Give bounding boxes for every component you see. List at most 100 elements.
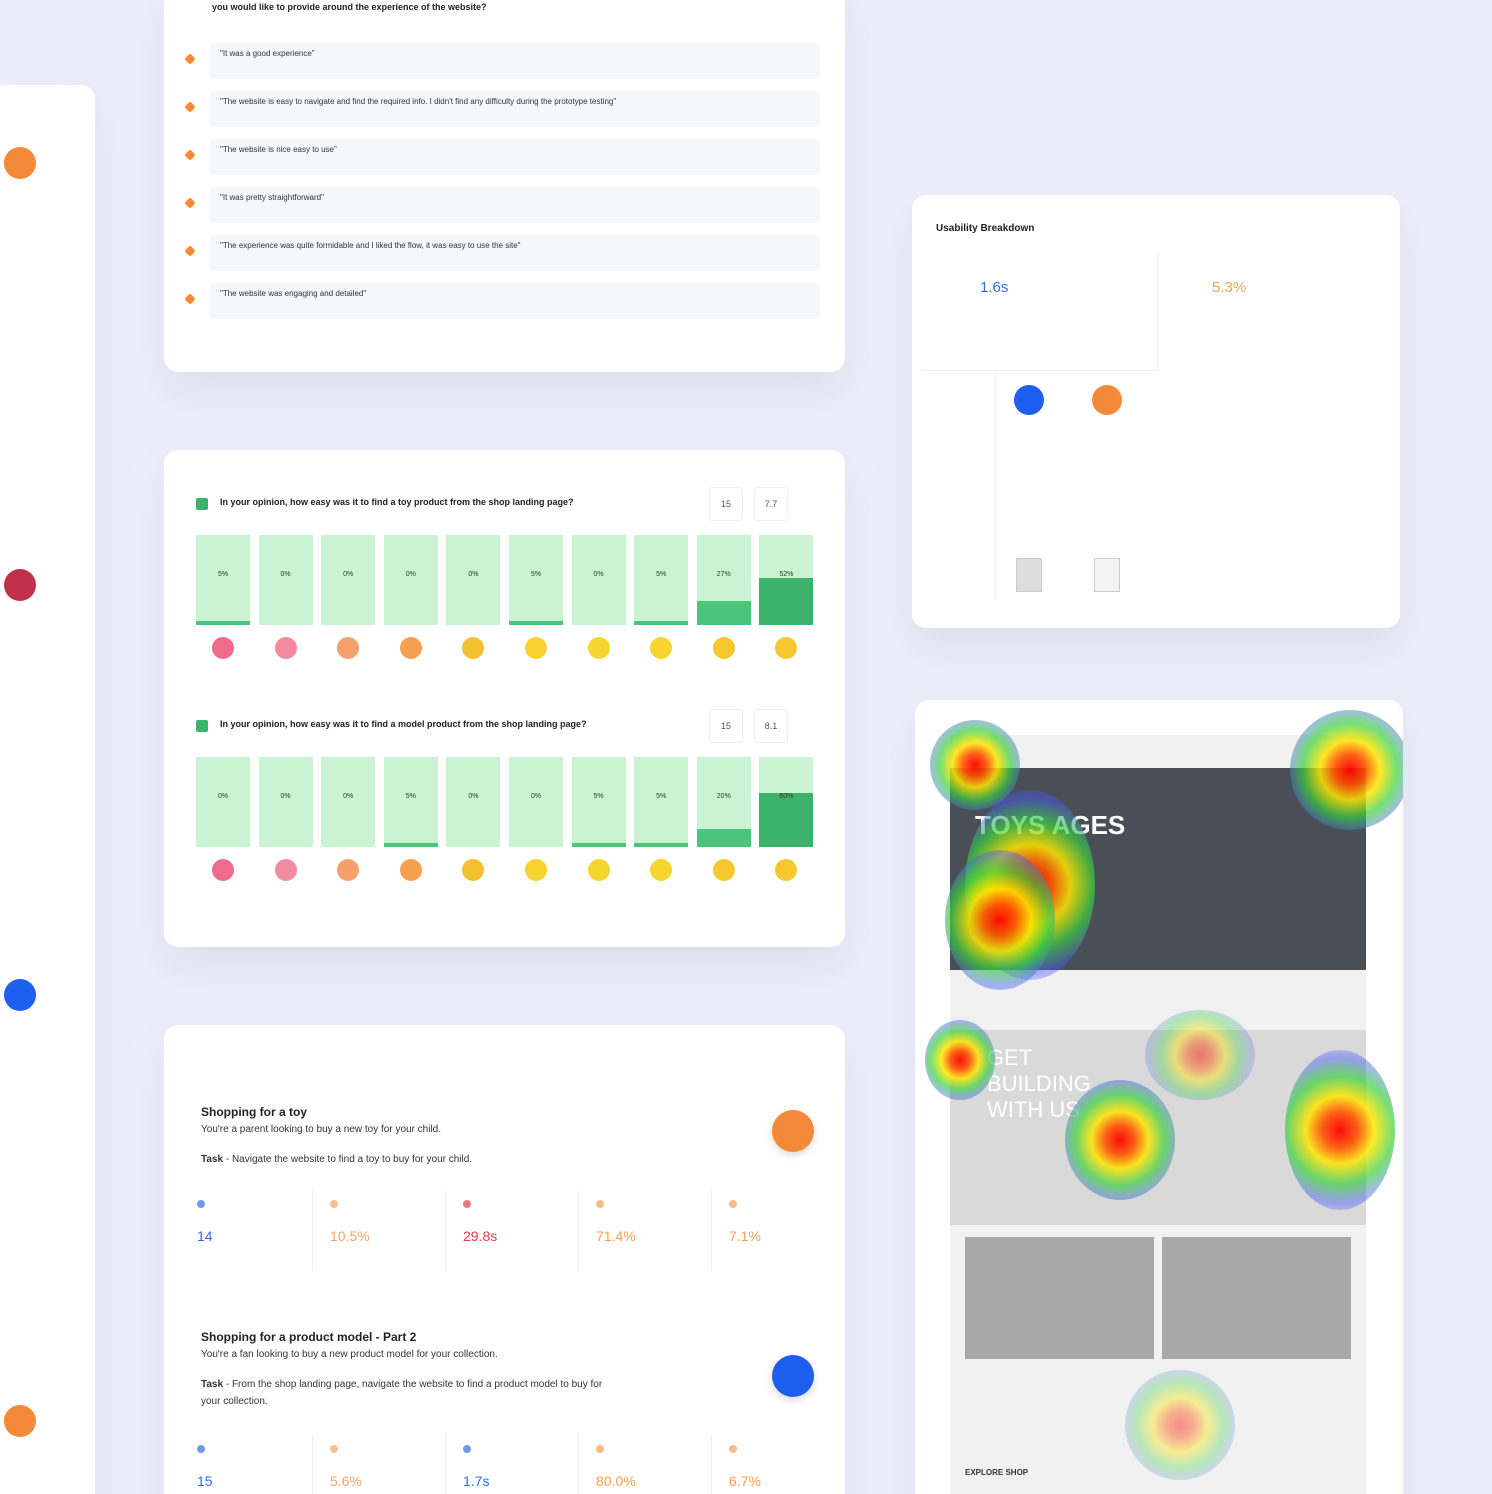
metric-icon <box>330 1200 338 1208</box>
responses: 15 <box>709 487 743 521</box>
response-row <box>210 187 820 223</box>
metric-value: 14 <box>197 1228 213 1244</box>
metric-value: 15 <box>197 1473 213 1489</box>
response-row <box>210 283 820 319</box>
feedback-card: you would like to provide around the exp… <box>164 0 845 372</box>
bar <box>509 620 563 625</box>
title: Usability Breakdown <box>936 223 1035 234</box>
check-icon <box>196 498 208 510</box>
bar-bg <box>446 757 501 847</box>
bar-bg <box>509 757 563 847</box>
bar-bg <box>634 535 689 625</box>
emoji <box>462 859 485 881</box>
heat-blob <box>930 720 1020 810</box>
product-image <box>1162 1237 1351 1359</box>
metric-value: 6.7% <box>729 1473 761 1489</box>
metric-divider <box>711 1435 712 1494</box>
bar-label: 5% <box>217 571 229 578</box>
task-title: Shopping for a toy <box>201 1105 307 1119</box>
response-row <box>210 43 820 79</box>
bar-label: 5% <box>656 571 667 578</box>
metric-value: 7.1% <box>729 1228 761 1244</box>
heat-blob <box>1290 710 1403 830</box>
metric-icon <box>729 1445 737 1453</box>
metric-value: 5.6% <box>330 1473 362 1489</box>
heat-blob <box>1145 1010 1255 1100</box>
response-row <box>210 139 820 175</box>
stat-box <box>922 253 1158 371</box>
bar-label: 27% <box>716 571 731 578</box>
response-text: "The website is nice easy to use" <box>220 145 337 154</box>
star <box>184 197 196 209</box>
bar-label: 0% <box>343 793 354 800</box>
bar-bg <box>258 757 313 847</box>
avatar <box>1092 385 1122 415</box>
bar <box>759 578 814 625</box>
bar <box>696 829 751 847</box>
score-badge <box>772 1110 814 1152</box>
emoji <box>775 637 798 659</box>
rating-card: In your opinion, how easy was it to find… <box>164 450 845 947</box>
scenario: You're a parent looking to buy a new toy… <box>201 1124 442 1135</box>
bar <box>634 842 689 847</box>
metric-icon <box>729 1200 737 1208</box>
heat-blob <box>1285 1050 1395 1210</box>
bar-label: 0% <box>217 793 229 800</box>
metric-icon <box>596 1445 604 1453</box>
bar <box>196 620 250 625</box>
emoji <box>712 637 735 659</box>
bar-label: 0% <box>468 571 479 578</box>
emoji <box>712 859 735 881</box>
bar-label: 52% <box>779 571 794 578</box>
metric-value: 10.5% <box>330 1228 370 1244</box>
section-title: EXPLORE SHOP <box>965 1468 1029 1477</box>
bar-label: 60% <box>779 793 794 800</box>
heat-blob <box>945 850 1055 990</box>
heat-blob <box>1065 1080 1175 1200</box>
response-text: "The website is easy to navigate and fin… <box>220 97 617 106</box>
star <box>184 53 196 65</box>
bar-bg <box>321 535 376 625</box>
response-text: "It was pretty straightforward" <box>220 193 324 202</box>
metric-icon <box>197 1445 205 1453</box>
bar-label: 0% <box>280 793 291 800</box>
emoji <box>399 859 422 881</box>
bar-bg <box>634 757 689 847</box>
thumbnail <box>1016 558 1042 592</box>
bar-bg <box>196 757 250 847</box>
bar-label: 5% <box>530 571 542 578</box>
heat-blob <box>1125 1370 1235 1480</box>
task-text: - From the shop landing page, navigate t… <box>201 1379 603 1407</box>
score-badge <box>772 1355 814 1397</box>
avatar <box>4 147 36 179</box>
emoji <box>212 637 234 659</box>
bar-label: 0% <box>530 793 542 800</box>
star <box>184 149 196 161</box>
avatar <box>4 979 36 1011</box>
bar-label: 0% <box>593 571 604 578</box>
response-row <box>210 235 820 271</box>
response-row <box>210 91 820 127</box>
emoji <box>650 637 673 659</box>
score: 8.1 <box>754 709 788 743</box>
usability-card: Usability Breakdown 1.6s 5.3% <box>912 195 1400 628</box>
avatar <box>4 569 36 601</box>
task-label: Task <box>201 1154 224 1165</box>
metric-value: 71.4% <box>596 1228 636 1244</box>
check-icon <box>196 720 208 732</box>
task-line: Task - From the shop landing page, navig… <box>201 1376 621 1410</box>
bar-label: 0% <box>343 571 354 578</box>
heat-blob <box>925 1020 995 1100</box>
bar-bg <box>321 757 376 847</box>
metric-icon <box>463 1200 471 1208</box>
metric-value: 1.7s <box>463 1473 490 1489</box>
task-title: Shopping for a product model - Part 2 <box>201 1330 417 1344</box>
emoji <box>587 859 610 881</box>
bar-label: 20% <box>716 793 731 800</box>
question: In your opinion, how easy was it to find… <box>220 497 574 507</box>
star <box>184 245 196 257</box>
emoji <box>775 859 798 881</box>
emoji <box>525 859 547 881</box>
star <box>184 293 196 305</box>
metric-icon <box>330 1445 338 1453</box>
